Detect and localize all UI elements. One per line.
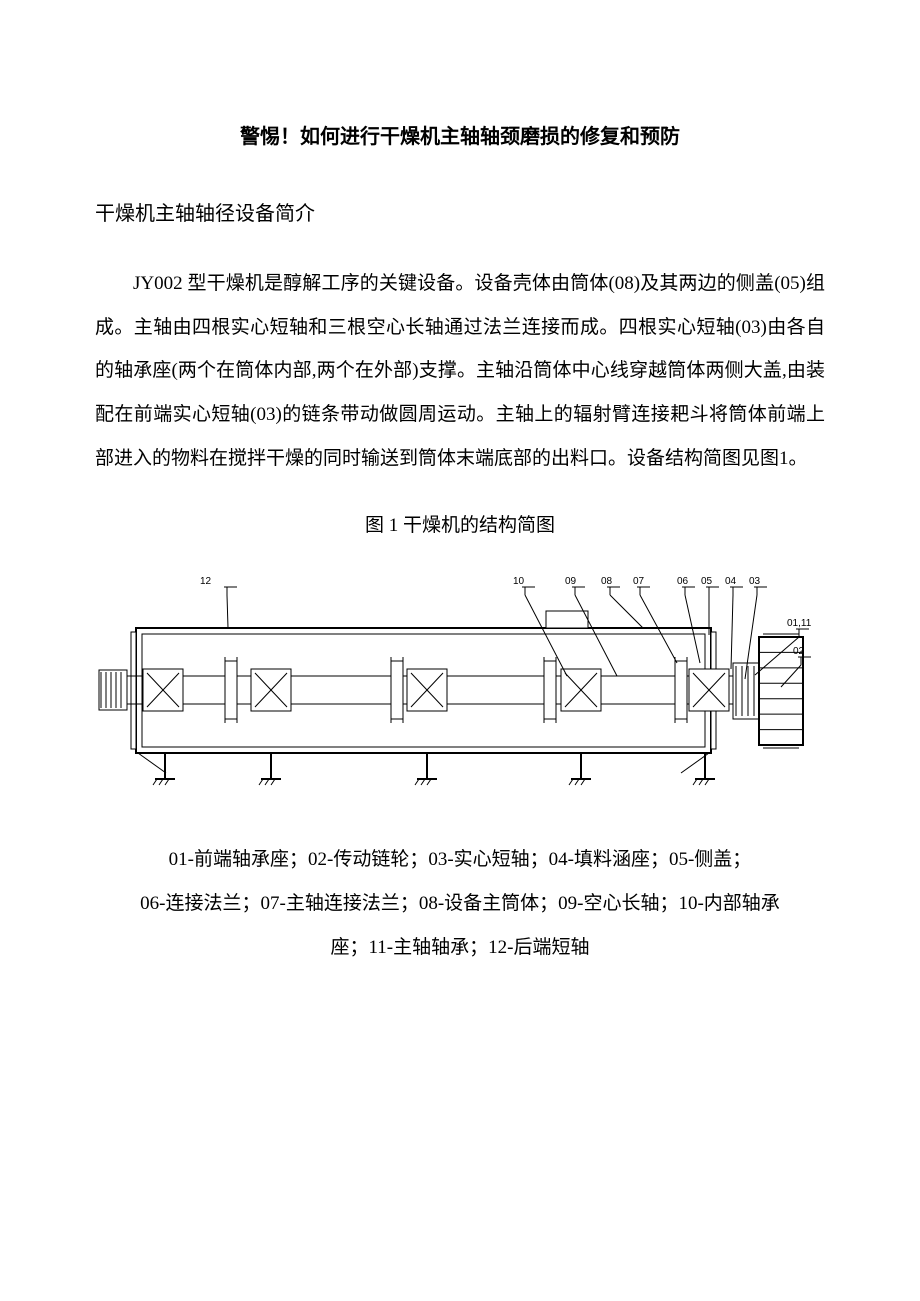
figure-legend: 01-前端轴承座；02-传动链轮；03-实心短轴；04-填料涵座；05-侧盖； … [95, 838, 825, 969]
svg-text:05: 05 [701, 576, 713, 587]
figure-caption: 图 1 干燥机的结构简图 [95, 510, 825, 537]
svg-text:02: 02 [793, 646, 805, 657]
section-heading: 干燥机主轴轴径设备简介 [95, 197, 825, 226]
document-page: 警惕！如何进行干燥机主轴轴颈磨损的修复和预防 干燥机主轴轴径设备简介 JY002… [0, 0, 920, 1301]
legend-line-2: 06-连接法兰；07-主轴连接法兰；08-设备主筒体；09-空心长轴；10-内部… [95, 882, 825, 926]
svg-text:06: 06 [677, 576, 689, 587]
legend-line-3: 座；11-主轴轴承；12-后端短轴 [95, 926, 825, 970]
svg-text:03: 03 [749, 576, 761, 587]
svg-text:09: 09 [565, 576, 577, 587]
svg-text:07: 07 [633, 576, 645, 587]
svg-text:04: 04 [725, 576, 737, 587]
legend-line-1: 01-前端轴承座；02-传动链轮；03-实心短轴；04-填料涵座；05-侧盖； [95, 838, 825, 882]
document-title: 警惕！如何进行干燥机主轴轴颈磨损的修复和预防 [95, 120, 825, 149]
svg-text:12: 12 [200, 576, 212, 587]
figure-1: 12 10 09 08 07 06 05 04 03 01,11 02 [95, 567, 825, 814]
dryer-structure-diagram-svg: 12 10 09 08 07 06 05 04 03 01,11 02 [95, 567, 825, 809]
svg-text:10: 10 [513, 576, 525, 587]
body-paragraph: JY002 型干燥机是醇解工序的关键设备。设备壳体由筒体(08)及其两边的侧盖(… [95, 262, 825, 480]
svg-text:01,11: 01,11 [787, 618, 812, 629]
svg-text:08: 08 [601, 576, 613, 587]
